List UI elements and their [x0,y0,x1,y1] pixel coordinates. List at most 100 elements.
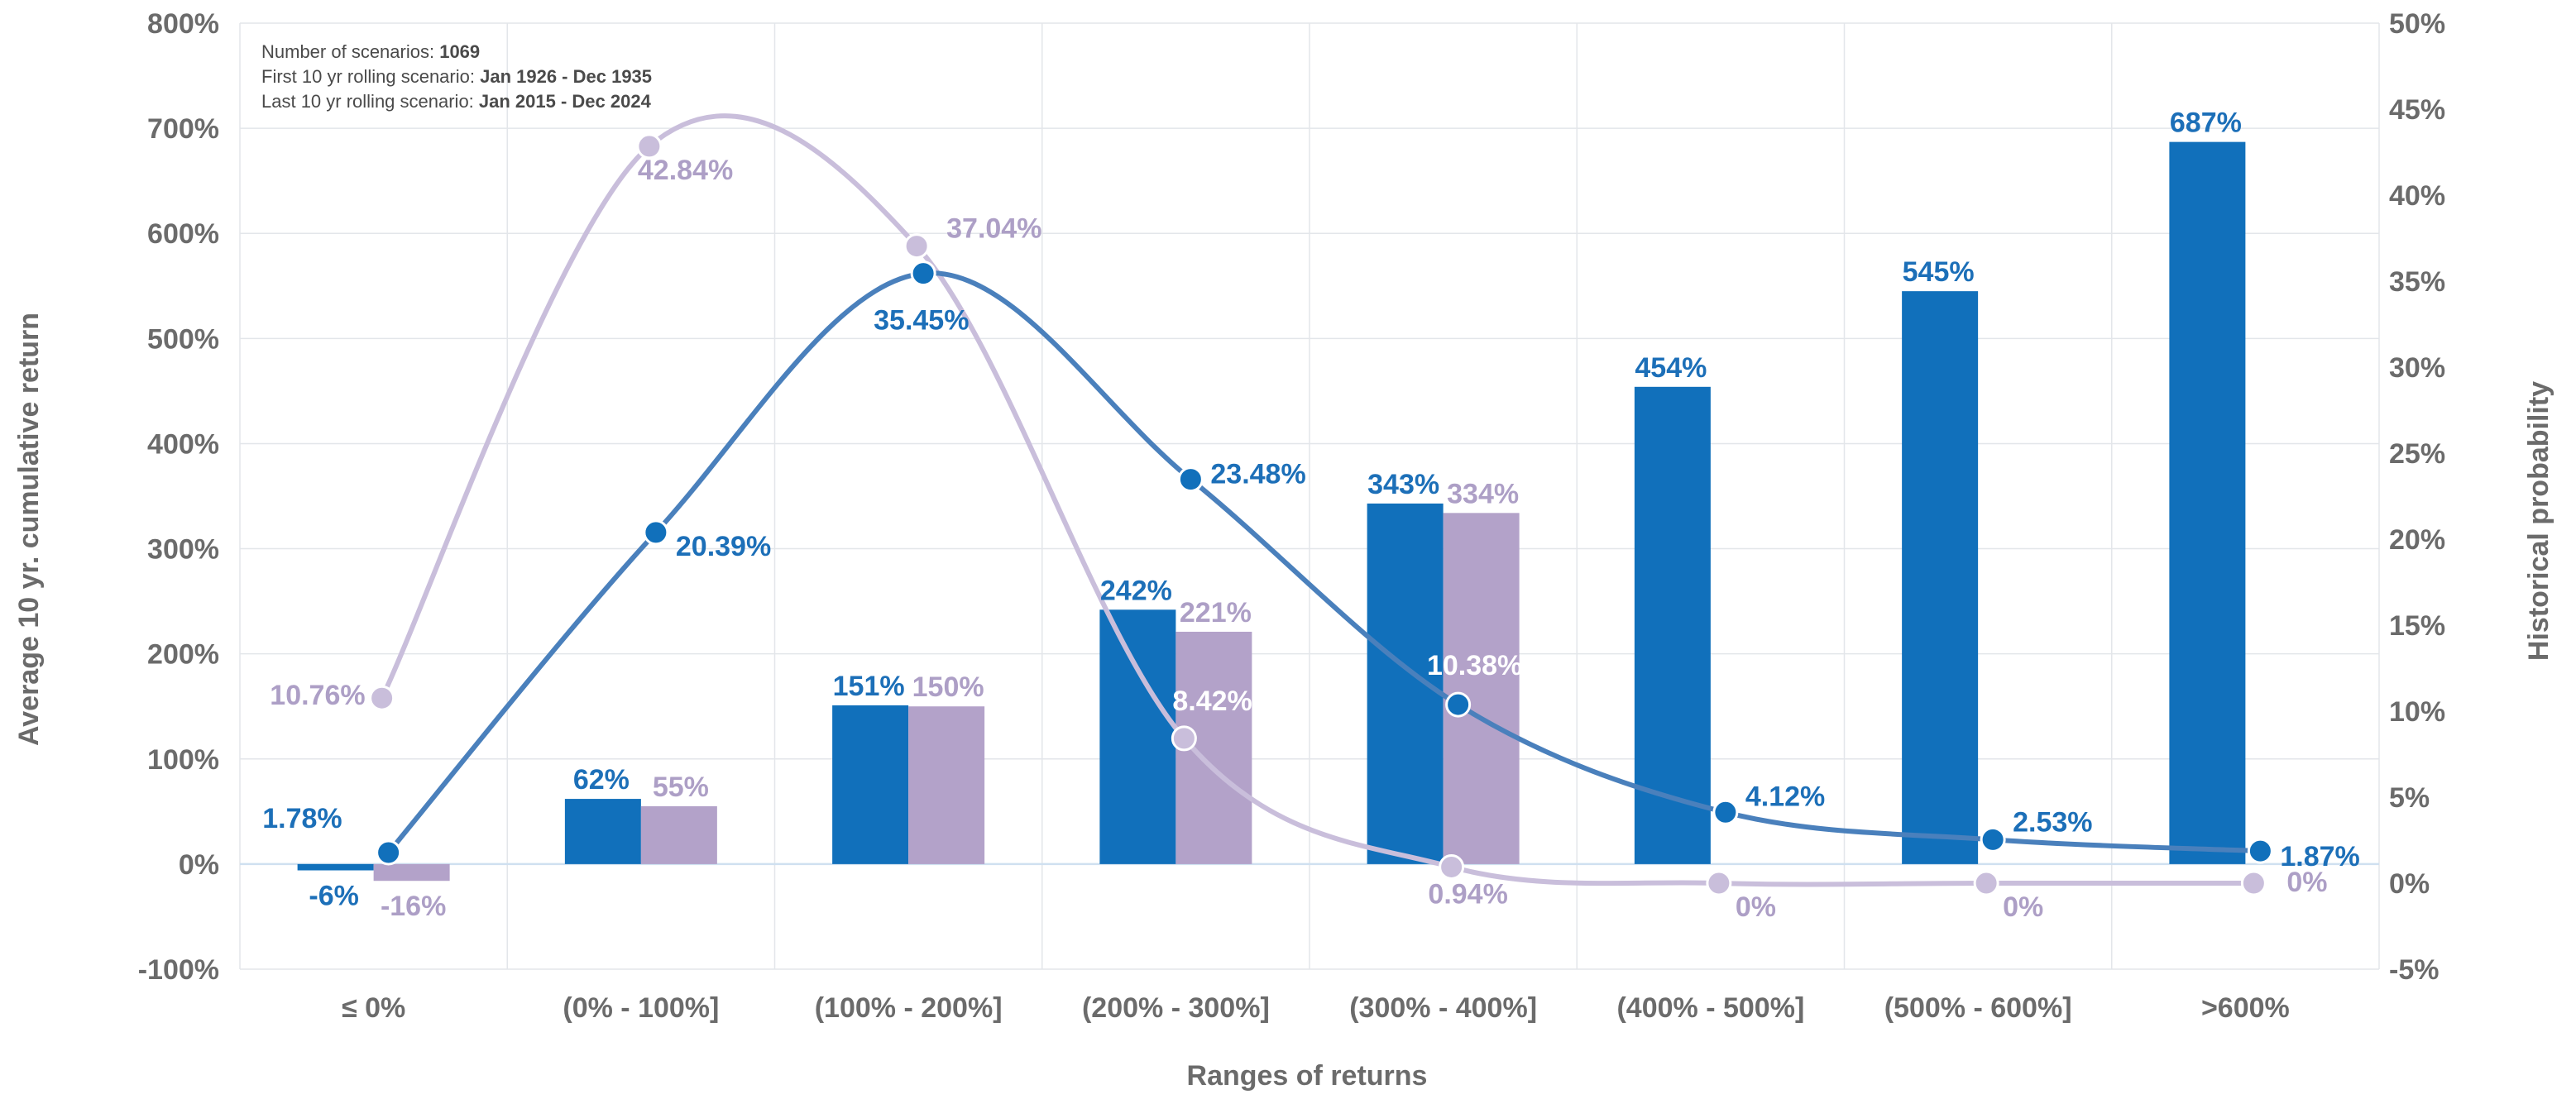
y2-tick-label: 5% [2389,782,2430,814]
y-tick-label: 600% [147,218,219,250]
x-tick-label: (200% - 300%] [1082,992,1270,1024]
y2-tick-label: 50% [2389,8,2445,40]
y2-tick-label: 10% [2389,696,2445,728]
probability-point [1177,466,1204,493]
x-tick-label: (300% - 400%] [1349,992,1537,1024]
y-tick-label: 500% [147,323,219,355]
probability-point [903,233,930,260]
probability-label: 2.53% [2013,806,2092,838]
y-tick-label: 800% [147,8,219,40]
info-line-scenarios: Number of scenarios: 1069 [261,41,480,62]
probability-label: 1.78% [262,803,342,834]
y-tick-label: 400% [147,428,219,460]
y-axis-title: Average 10 yr. cumulative return [13,313,45,746]
bar-label: 687% [2170,108,2242,139]
gridlines [239,22,2380,970]
probability-label: 0% [2286,867,2327,898]
probability-label: 0.94% [1428,878,1507,910]
bar-label: 151% [833,671,905,702]
x-axis-title: Ranges of returns [1187,1060,1428,1092]
probability-label: 37.04% [946,213,1041,245]
y2-tick-label: 15% [2389,610,2445,642]
y2-tick-label: -5% [2389,954,2439,986]
probability-point [910,260,936,287]
bar [832,705,909,864]
bar [373,863,450,882]
bar [1443,513,1520,864]
bar [297,863,374,871]
probability-label: 42.84% [638,155,733,186]
y2-tick-label: 35% [2389,266,2445,298]
bar [908,706,985,864]
bar [1099,609,1176,864]
probability-label: 10.38% [1427,650,1522,681]
bar-label: -6% [309,881,358,912]
y-tick-label: 300% [147,534,219,566]
probability-point [2247,838,2273,864]
bar [1634,386,1711,864]
probability-point [376,839,402,866]
y-tick-label: 100% [147,744,219,776]
info-box: Number of scenarios: 1069 First 10 yr ro… [261,41,652,112]
probability-point [1973,870,1999,896]
probability-point [1171,725,1197,752]
y2-tick-label: 30% [2389,352,2445,384]
probability-label: 4.12% [1745,781,1825,812]
bar [640,805,717,864]
probability-label: 0% [1736,891,1776,923]
probability-lines [369,113,2273,896]
y-tick-label: 700% [147,113,219,145]
y-tick-label: 0% [179,849,219,881]
probability-label: 8.42% [1172,686,1252,717]
probability-point [1706,870,1732,896]
info-line-first: First 10 yr rolling scenario: Jan 1926 -… [261,66,652,87]
probability-point [2240,870,2267,896]
probability-point [1980,826,2006,853]
y2-tick-label: 40% [2389,180,2445,212]
probability-point [1445,691,1472,718]
probability-label: 10.76% [270,680,365,711]
y2-axis-title: Historical probability [2523,381,2554,661]
bar-label: 545% [1903,256,1975,288]
probability-label: 35.45% [874,305,969,337]
bar-label: 334% [1447,478,1519,509]
probability-line [385,270,2263,855]
y2-tick-label: 25% [2389,438,2445,470]
probability-point [369,685,395,711]
bar-label: 221% [1180,597,1252,628]
x-tick-label: (500% - 600%] [1884,992,2072,1024]
bar [1902,291,1979,864]
bar [2169,141,2246,864]
y2-tick-label: 0% [2389,868,2430,900]
x-tick-label: (400% - 500%] [1616,992,1804,1024]
probability-point [1439,853,1465,880]
bars [297,141,2246,882]
axes: -100% 0% 100% 200% 300% 400% 500% 600% 700% 800% -… [138,8,2445,1024]
info-line-last: Last 10 yr rolling scenario: Jan 2015 - … [261,91,652,112]
bar-label: -16% [381,891,446,922]
y2-tick-label: 45% [2389,94,2445,126]
y-tick-label: 200% [147,639,219,671]
probability-point [636,133,663,160]
x-tick-label: (0% - 100%] [563,992,719,1024]
probability-label: 1.87% [2280,841,2359,872]
bar-label: 343% [1367,469,1439,500]
bar-label: 62% [573,764,630,796]
x-tick-label: >600% [2201,992,2290,1024]
bar-label: 242% [1100,575,1172,606]
bar-label: 454% [1635,352,1707,384]
bar-label: 55% [653,772,709,803]
probability-label: 23.48% [1210,459,1305,490]
bar [564,799,641,864]
y2-tick-label: 20% [2389,524,2445,556]
probability-point [643,519,669,546]
x-tick-label: (100% - 200%] [815,992,1003,1024]
x-tick-label: ≤ 0% [342,992,405,1024]
bar-label: 150% [912,671,984,703]
probability-label: 20.39% [676,531,771,562]
y-tick-label: -100% [138,954,219,986]
data-labels: -6% 62% 151% 242% 343% 454% 545% 687% -16% 55% 150… [262,108,2360,923]
probability-point [1712,799,1739,825]
